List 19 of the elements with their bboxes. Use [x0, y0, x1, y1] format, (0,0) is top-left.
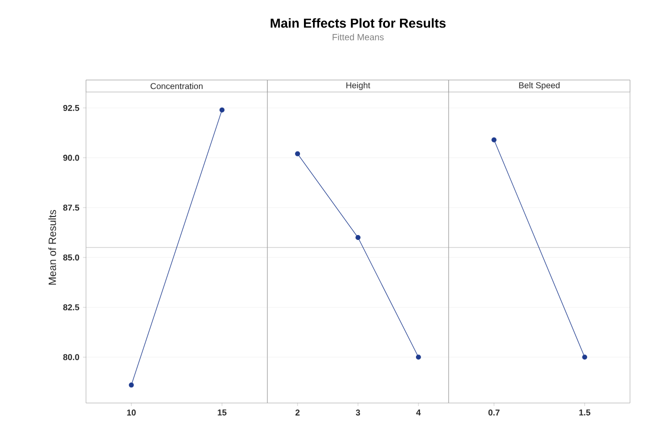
chart-title: Belt Speed	[519, 82, 560, 90]
chart-title: Concentration	[150, 82, 203, 90]
y-tick-label: 87.5	[63, 204, 80, 211]
x-tick-label: 10	[127, 410, 136, 416]
x-tick-label: 3	[356, 410, 360, 416]
y-axis-title: Mean of Results	[48, 210, 56, 285]
text: Fitted Means	[332, 34, 384, 40]
x-tick-label: 0.7	[488, 410, 500, 416]
text: Main Effects Plot for Results	[270, 18, 446, 28]
x-tick-label: 15	[218, 410, 226, 416]
y-tick-label: 85.0	[63, 254, 80, 260]
y-tick-label: 92.5	[63, 104, 80, 111]
y-tick-label: 90.0	[63, 154, 80, 161]
y-tick-label: 80.0	[63, 354, 80, 360]
x-tick-label: 4	[416, 410, 421, 416]
x-tick-label: 2	[295, 410, 300, 416]
chart-title: Height	[346, 82, 370, 90]
y-tick-label: 82.5	[63, 304, 80, 310]
x-tick-label: 1.5	[579, 410, 590, 416]
